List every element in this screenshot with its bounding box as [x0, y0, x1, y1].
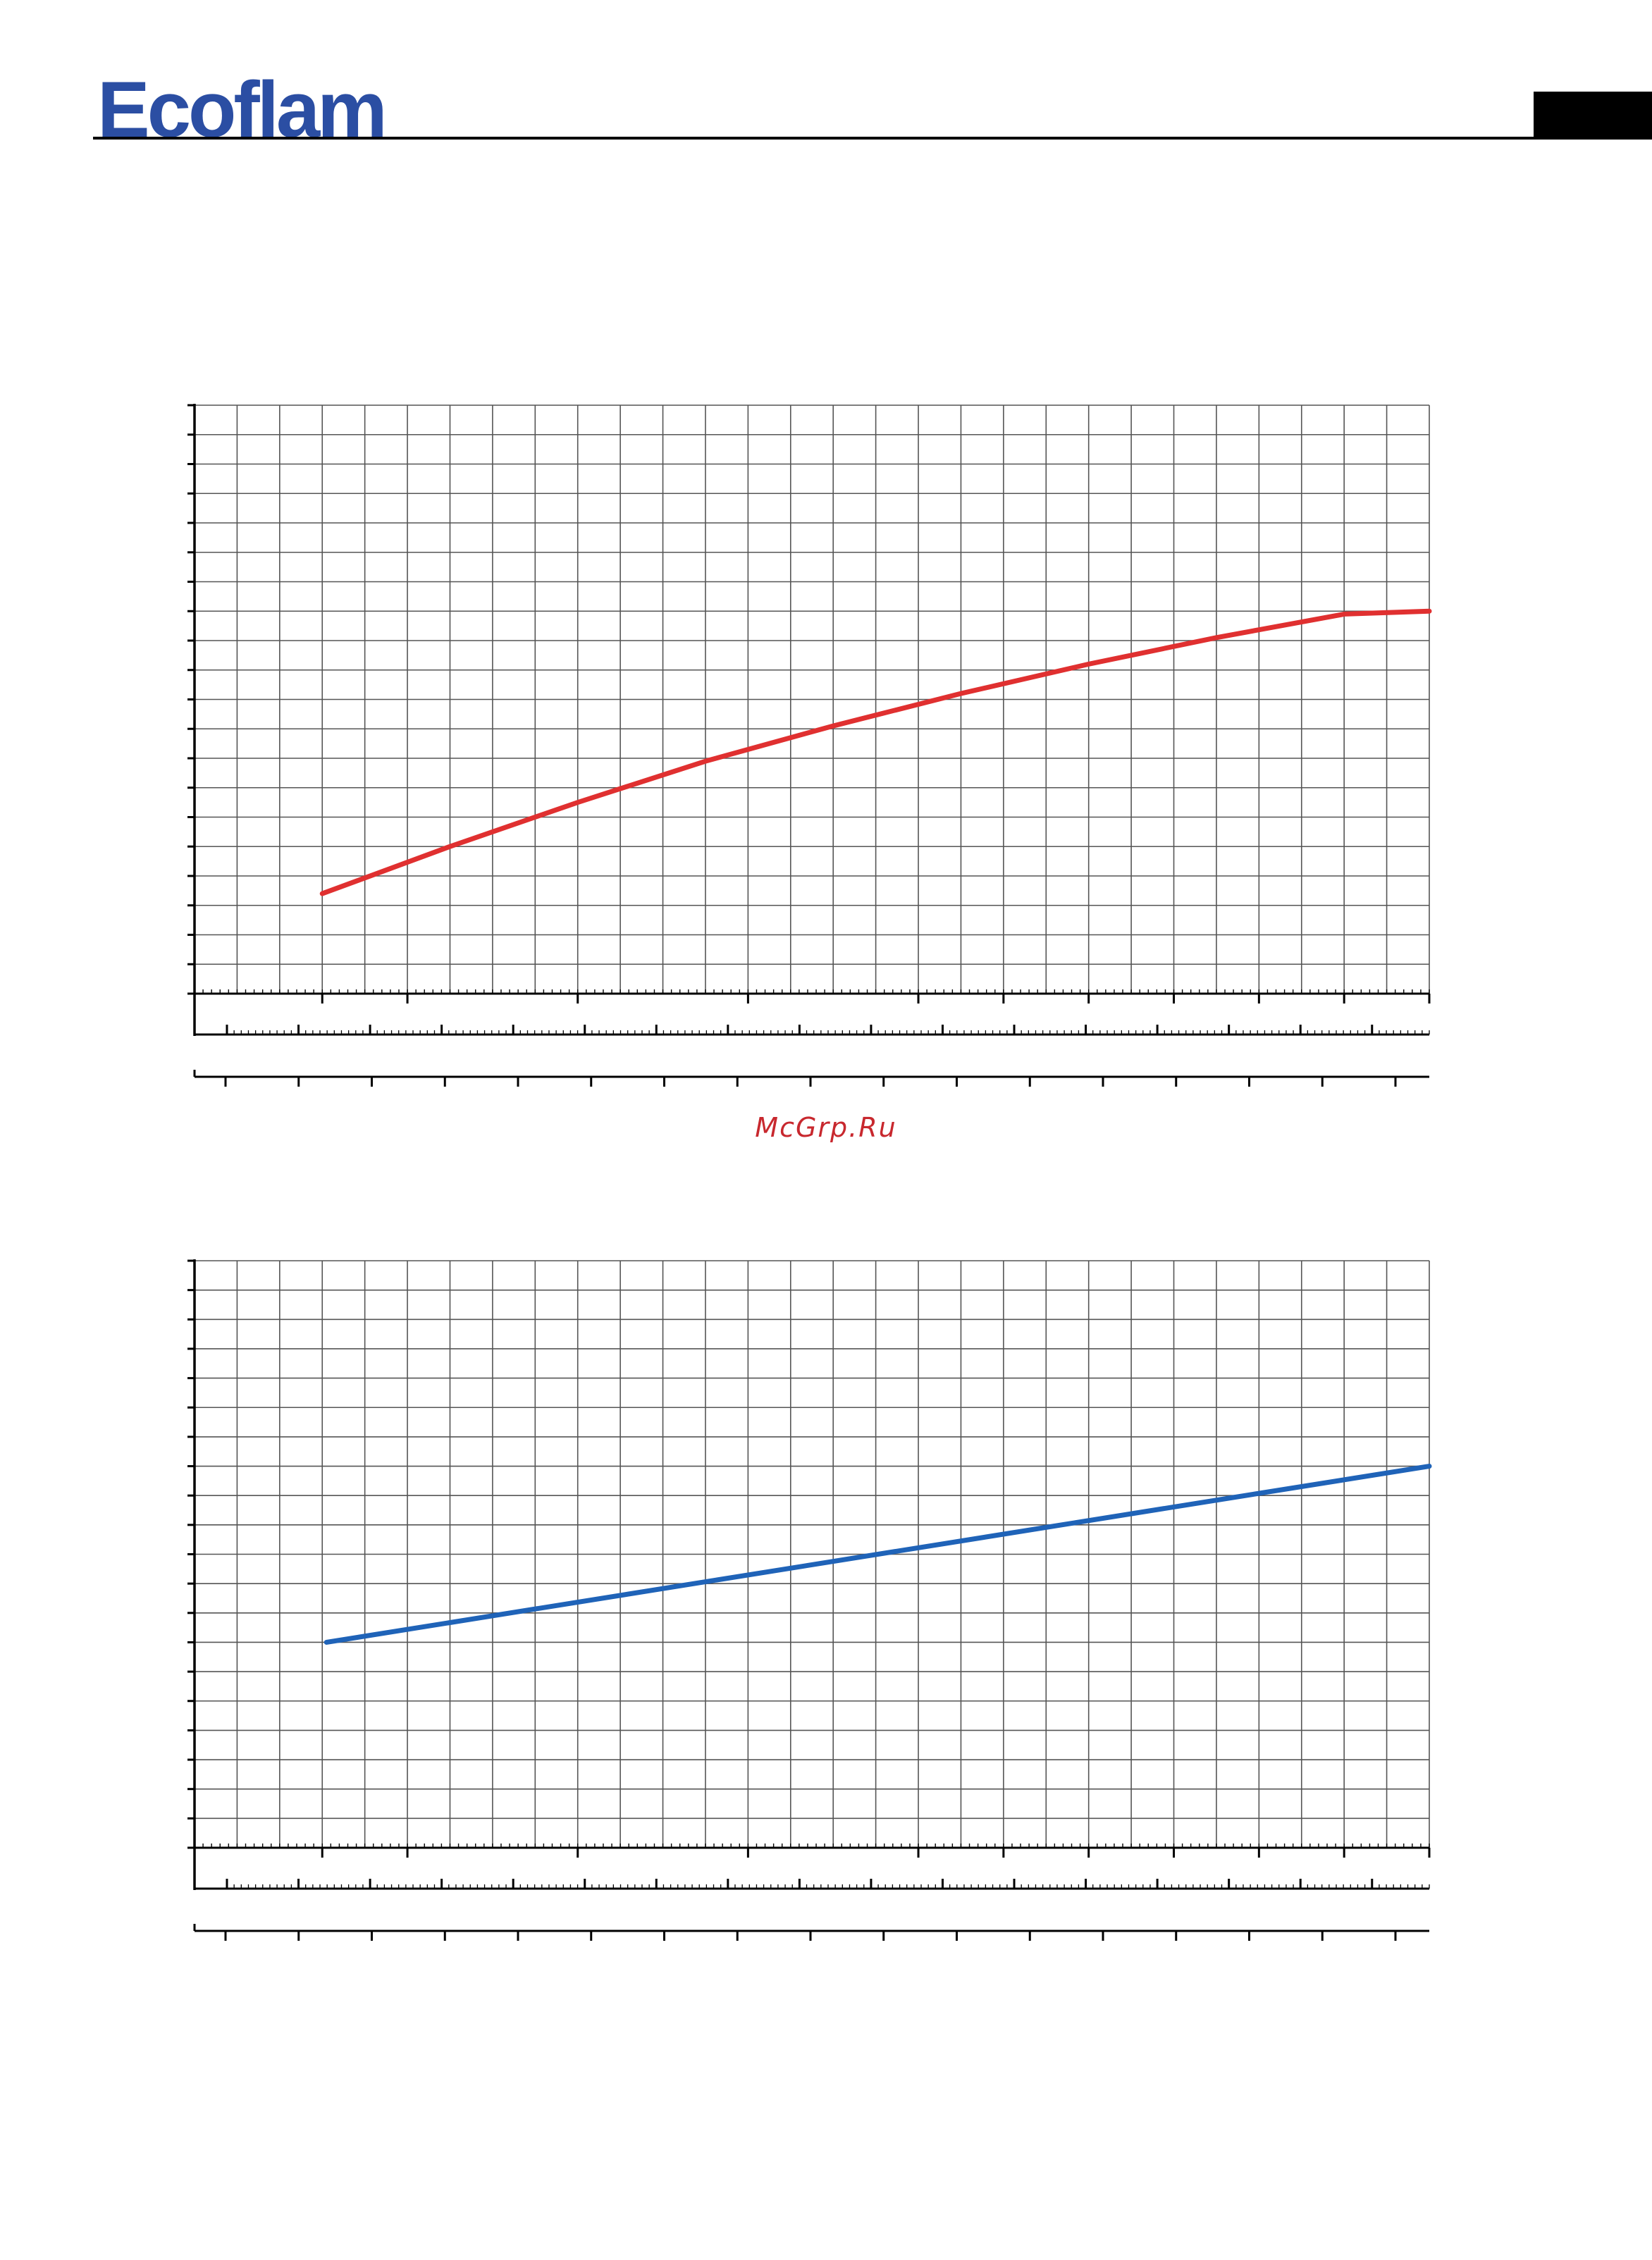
watermark-text: McGrp.Ru: [755, 1112, 897, 1143]
header-rule: [93, 137, 1535, 140]
header-section-tab: [1534, 92, 1652, 140]
chart-1: [187, 404, 1432, 1087]
brand-logo: Ecoflam: [97, 66, 388, 154]
series-line: [323, 1464, 1432, 1645]
plot-area: [187, 404, 1432, 1087]
chart-2: [187, 1259, 1432, 1941]
plot-area: [187, 1259, 1432, 1941]
series-line: [319, 608, 1432, 896]
